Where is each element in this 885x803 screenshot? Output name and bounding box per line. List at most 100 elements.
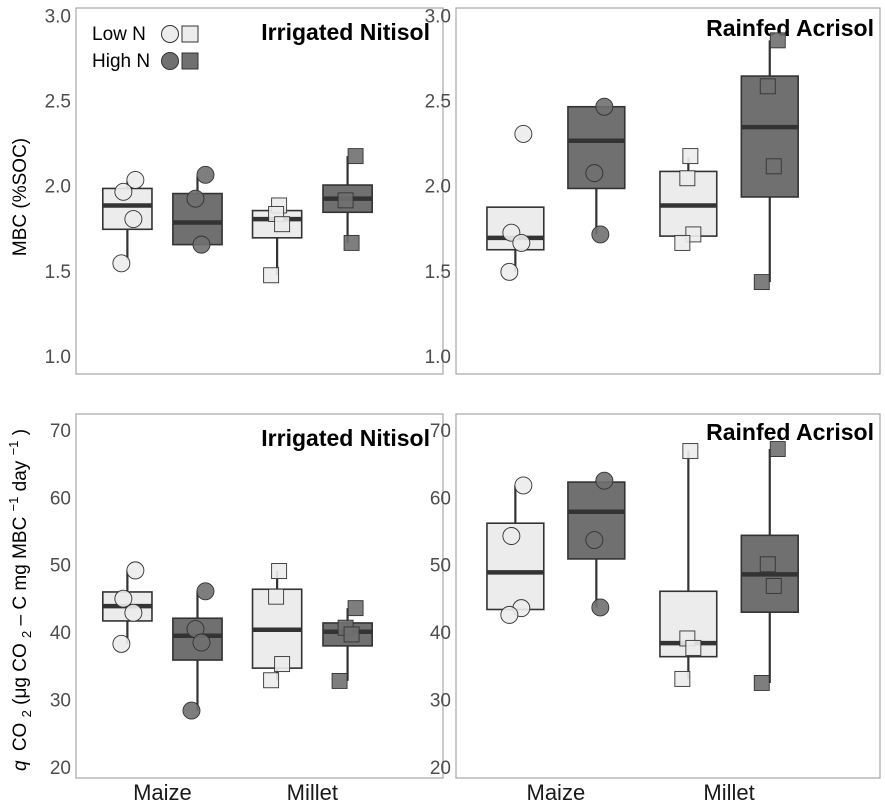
y-tick-label: 40 [430,623,451,644]
data-point [347,600,364,617]
data-point [753,274,770,291]
y-tick-label: 2.5 [425,92,451,113]
y-axis-label-top: MBC (%SOC) [10,138,31,256]
x-category-label: Maize [527,780,586,803]
box-maize-high-n [567,97,626,244]
legend-low-n-circle [161,25,179,43]
data-point [595,97,614,116]
legend-high-n-label: High N [92,51,150,72]
data-point [595,471,614,490]
data-point [196,582,215,601]
box-maize-high-n [567,471,626,617]
y-label-space: CO [10,723,31,752]
y-tick-label: 50 [430,556,451,577]
data-point [674,670,691,687]
data-point [196,165,215,184]
y-tick-label: 3.0 [45,7,71,28]
box-millet-high-n [322,148,373,251]
data-point [512,233,531,252]
y-tick-label: 1.5 [425,262,451,283]
data-point [331,672,348,689]
data-point [347,148,364,165]
box-millet-low-n [659,148,718,251]
data-point [343,626,360,643]
data-point [765,577,782,594]
data-point [759,556,776,573]
data-point [682,443,699,460]
data-point [500,605,519,624]
data-point [112,634,131,653]
box-millet-high-n [322,600,373,689]
data-point [679,170,696,187]
y-tick-label: 60 [430,488,451,509]
y-tick-label: 2.0 [45,177,71,198]
x-category-label: Maize [133,780,192,803]
y-tick-label: 20 [50,758,71,779]
panel-1: 1.0 1.5 2.0 2.5 3.0 Irrigated Nitisol [45,7,444,375]
y-label-sub1: 2 [19,710,34,717]
data-point [685,639,702,656]
data-point [126,170,145,189]
x-category-label: Millet [703,780,754,803]
y-tick-label: 3.0 [425,7,451,28]
panel-title: Irrigated Nitisol [261,425,430,451]
y-tick-label: 2.0 [425,177,451,198]
data-point [674,234,691,251]
data-point [124,210,143,229]
legend-high-n-circle [161,52,179,70]
box-maize-high-n [172,582,223,720]
y-tick-label: 2.5 [45,92,71,113]
data-point [769,32,786,49]
y-label-sub2: 2 [19,631,34,638]
data-point [124,603,143,622]
box-millet-low-n [251,197,303,284]
data-point [268,588,285,605]
data-point [759,78,776,95]
panel-title: Irrigated Nitisol [261,19,430,45]
box-maize-low-n [101,170,153,273]
y-label-sup2: −1 [6,441,21,456]
data-point [753,675,770,691]
data-point [591,225,610,244]
data-point [263,267,280,284]
data-point [500,262,519,281]
data-point [769,441,786,458]
box-millet-high-n [740,441,799,691]
data-point [514,476,533,495]
data-point [682,148,699,165]
y-label-part1: (μg CO [10,643,31,705]
data-point [126,561,145,580]
box-maize-low-n [101,561,153,653]
data-point [186,189,205,208]
data-point [765,158,782,175]
data-point [585,164,604,183]
y-tick-label: 1.5 [45,262,71,283]
box-millet-low-n [251,563,303,689]
x-category-label: Millet [287,780,338,803]
y-label-sup1: −1 [6,497,21,512]
y-label-close: ) [10,429,31,435]
y-label-part3: day [10,460,31,491]
data-point [112,254,131,273]
y-tick-label: 60 [50,488,71,509]
y-tick-label: 30 [50,690,71,711]
panel-4: 20 30 40 50 60 70 Rainfed Acrisol Maize Millet [430,413,881,803]
data-point [271,563,288,580]
y-tick-label: 30 [430,690,451,711]
box-millet-high-n [740,32,799,291]
box-millet-low-n [659,443,718,687]
data-point [263,672,280,689]
legend: Low N High N [92,24,199,72]
y-axis-label-bottom: q CO 2 (μg CO 2 – C mg MBC −1 day −1 ) [2,429,36,771]
legend-high-n-square [181,52,199,70]
panel-title: Rainfed Acrisol [706,419,874,445]
data-point [114,182,133,201]
data-point [182,701,201,720]
y-tick-label: 70 [50,421,71,442]
box-maize-high-n [172,165,223,254]
y-label-q: q [10,760,31,771]
data-point [585,531,604,550]
data-point [274,216,291,233]
y-tick-label: 50 [50,556,71,577]
